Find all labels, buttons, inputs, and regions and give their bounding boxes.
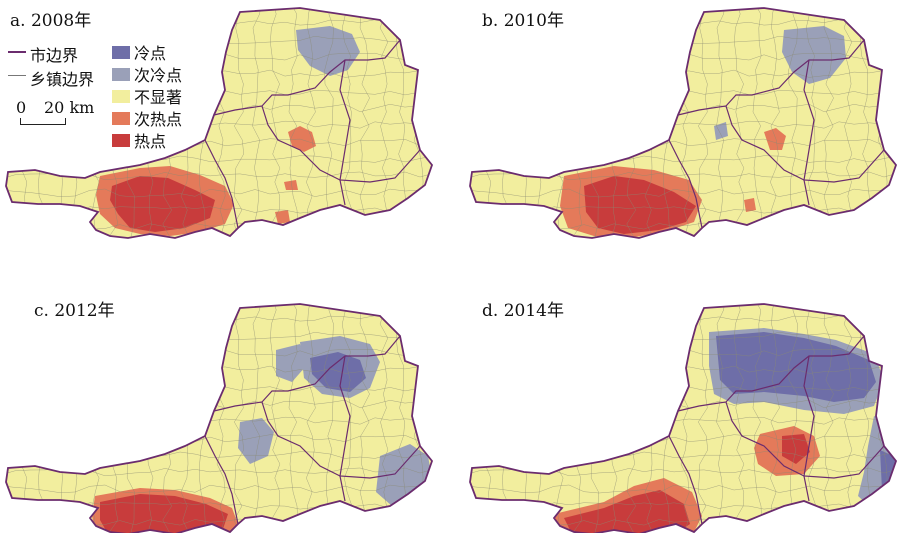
panel-title-2008: a. 2008年 [10, 11, 92, 31]
study-area-outline [5, 303, 434, 533]
hotspot-map-2008 [5, 7, 434, 239]
map-panel-2014: d. 2014年 [450, 266, 900, 533]
city-boundaries [5, 7, 434, 239]
subhot-area-center [288, 126, 316, 152]
map-panel-2010: b. 2010年 [450, 0, 900, 266]
legend-label-nonsig: 不显著 [134, 88, 183, 107]
map-legend: 市边界 乡镇边界 0 20 km 冷点 次冷点 不显著 次热点 热点 [6, 40, 216, 151]
cold-area-east [880, 450, 896, 490]
scale-bar-zero: 0 [16, 98, 27, 117]
subhot-swatch-icon [112, 112, 130, 125]
cold-area-north [310, 352, 366, 392]
hotspot-map-2014 [469, 303, 898, 533]
scale-bar-label: 20 km [44, 98, 95, 117]
subhot-area-east [418, 382, 430, 402]
city-boundaries [469, 7, 898, 239]
scale-bar [20, 118, 66, 125]
study-area-outline [5, 7, 434, 239]
subcold-area-west [238, 418, 274, 464]
legend-label-cold: 冷点 [134, 44, 167, 63]
hot-area-southwest [584, 176, 696, 234]
map-body [6, 304, 432, 533]
city-boundary-line-icon [8, 51, 26, 53]
hotspot-map-2012 [5, 303, 434, 533]
cold-swatch-icon [112, 46, 130, 59]
map-panel-2012: c. 2012年 [0, 266, 450, 533]
legend-label-subhot: 次热点 [134, 110, 183, 129]
legend-label-hot: 热点 [134, 132, 167, 151]
city-boundary-label: 市边界 [30, 46, 79, 65]
town-boundary-line-icon [8, 75, 26, 76]
subhot-area-center [764, 128, 786, 150]
nonsig-swatch-icon [112, 90, 130, 103]
panel-title-2012: c. 2012年 [34, 301, 115, 321]
panel-title-2010: b. 2010年 [482, 11, 564, 31]
study-area-fill [6, 304, 432, 533]
study-area-outline [469, 7, 898, 239]
study-area-outline [469, 303, 898, 533]
subcold-swatch-icon [112, 68, 130, 81]
subcold-area-north-west [276, 344, 306, 382]
panel-title-2014: d. 2014年 [482, 301, 564, 321]
hot-area-southwest [110, 176, 215, 232]
city-boundaries [5, 303, 434, 533]
legend-label-subcold: 次冷点 [134, 66, 183, 85]
hotspot-map-2010 [469, 7, 898, 239]
subhot-area-small-2 [275, 210, 290, 224]
map-panel-2008: a. 2008年 市边界 乡镇边界 0 20 km 冷点 次冷点 不显著 次热点… [0, 0, 450, 266]
subhot-area-small-1 [284, 180, 298, 190]
subhot-area-small [744, 198, 756, 212]
town-boundary-label: 乡镇边界 [30, 70, 95, 89]
hot-swatch-icon [112, 134, 130, 147]
subcold-area-west [714, 122, 728, 140]
city-boundaries [469, 303, 898, 533]
